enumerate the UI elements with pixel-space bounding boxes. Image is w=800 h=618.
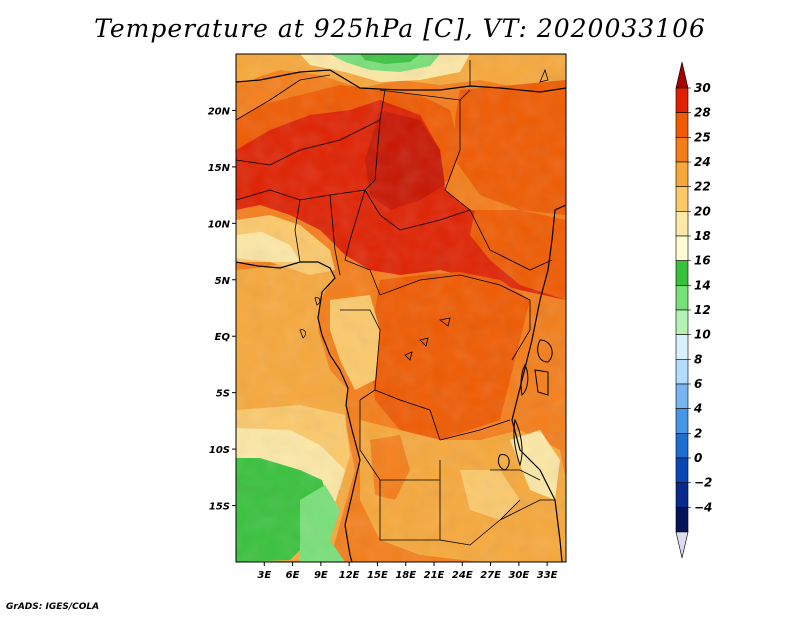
y-tick-label: 5S — [216, 389, 230, 400]
colorbar-label: 14 — [694, 278, 711, 292]
x-tick-label: 30E — [508, 570, 529, 581]
colorbar-label: 16 — [694, 254, 711, 268]
colorbar-label: 28 — [694, 106, 711, 120]
colorbar-segment — [675, 285, 689, 311]
colorbar-label: 12 — [694, 303, 711, 317]
colorbar-label: 2 — [694, 426, 702, 440]
colorbar-segment — [675, 457, 689, 483]
colorbar-label: 6 — [694, 377, 702, 391]
x-tick-label: 27E — [480, 570, 501, 581]
colorbar-label: 0 — [694, 451, 702, 465]
colorbar-segment — [675, 235, 689, 261]
coastline-north — [236, 69, 566, 93]
colorbar-label: −2 — [694, 476, 712, 490]
y-tick-label: 5N — [215, 276, 231, 287]
colorbar-label: −4 — [694, 500, 712, 514]
x-tick-label: 6E — [286, 570, 300, 581]
colorbar-label: 22 — [694, 180, 711, 194]
colorbar-segment — [675, 334, 689, 360]
y-tick-label: EQ — [215, 332, 231, 343]
temperature-field — [236, 54, 566, 562]
y-tick-label: 20N — [208, 106, 231, 117]
colorbar-segment — [675, 137, 689, 163]
colorbar-label: 10 — [694, 328, 711, 342]
colorbar-segment — [675, 260, 689, 286]
x-tick-label: 9E — [314, 570, 328, 581]
colorbar-segment — [675, 161, 689, 187]
colorbar-segment — [675, 186, 689, 212]
y-tick-label: 15S — [209, 502, 230, 513]
colorbar-segment — [675, 211, 689, 237]
x-tick-label: 33E — [537, 570, 558, 581]
colorbar-label: 18 — [694, 229, 711, 243]
x-tick-label: 18E — [395, 570, 416, 581]
colorbar-segment — [675, 433, 689, 459]
y-tick-label: 10N — [208, 219, 231, 230]
footer-credit: GrADS: IGES/COLA — [6, 602, 100, 612]
x-tick-label: 24E — [452, 570, 473, 581]
y-tick-label: 15N — [208, 163, 231, 174]
colorbar-segment — [675, 408, 689, 434]
x-tick-label: 15E — [367, 570, 388, 581]
colorbar-bottom-triangle — [675, 531, 689, 559]
chart-title: Temperature at 925hPa [C], VT: 202003310… — [94, 14, 706, 43]
x-tick-label: 3E — [257, 570, 271, 581]
colorbar-segment — [675, 482, 689, 508]
colorbar-segment — [675, 309, 689, 335]
plot-frame — [235, 53, 567, 563]
inland-contours — [299, 68, 549, 361]
y-axis: 20N 15N 10N 5N EQ 5S 10S 15S — [208, 106, 236, 513]
colorbar-segment — [675, 87, 689, 113]
colorbar-segment — [675, 112, 689, 138]
x-tick-label: 12E — [339, 570, 360, 581]
colorbar-segment — [675, 383, 689, 409]
y-tick-label: 10S — [209, 445, 230, 456]
colorbar-label: 8 — [694, 352, 702, 366]
colorbar-label: 20 — [694, 204, 711, 218]
colorbar-label: 25 — [694, 130, 711, 144]
colorbar-label: 24 — [694, 155, 711, 169]
x-axis: 3E 6E 9E 12E 15E 18E 21E 24E 27E 30E 33E — [257, 562, 558, 581]
colorbar-label: 30 — [694, 81, 711, 95]
colorbar-segment — [675, 507, 689, 533]
colorbar-label: 4 — [693, 402, 702, 416]
field-texture — [236, 54, 566, 562]
colorbar-top-triangle — [675, 61, 689, 89]
country-borders — [236, 60, 555, 546]
x-tick-label: 21E — [424, 570, 445, 581]
coastline-west — [236, 261, 361, 562]
lakes — [497, 339, 553, 471]
colorbar-segment — [675, 359, 689, 385]
